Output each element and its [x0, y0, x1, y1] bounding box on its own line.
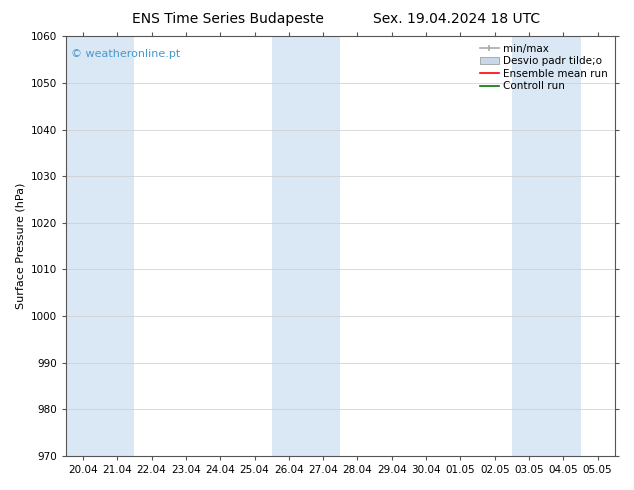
Bar	[272, 36, 306, 456]
Text: Sex. 19.04.2024 18 UTC: Sex. 19.04.2024 18 UTC	[373, 12, 540, 26]
Bar	[100, 36, 134, 456]
Text: © weatheronline.pt: © weatheronline.pt	[71, 49, 181, 59]
Bar	[66, 36, 100, 456]
Y-axis label: Surface Pressure (hPa): Surface Pressure (hPa)	[15, 183, 25, 309]
Bar	[512, 36, 547, 456]
Bar	[547, 36, 581, 456]
Legend: min/max, Desvio padr tilde;o, Ensemble mean run, Controll run: min/max, Desvio padr tilde;o, Ensemble m…	[478, 42, 610, 94]
Bar	[306, 36, 340, 456]
Text: ENS Time Series Budapeste: ENS Time Series Budapeste	[133, 12, 324, 26]
